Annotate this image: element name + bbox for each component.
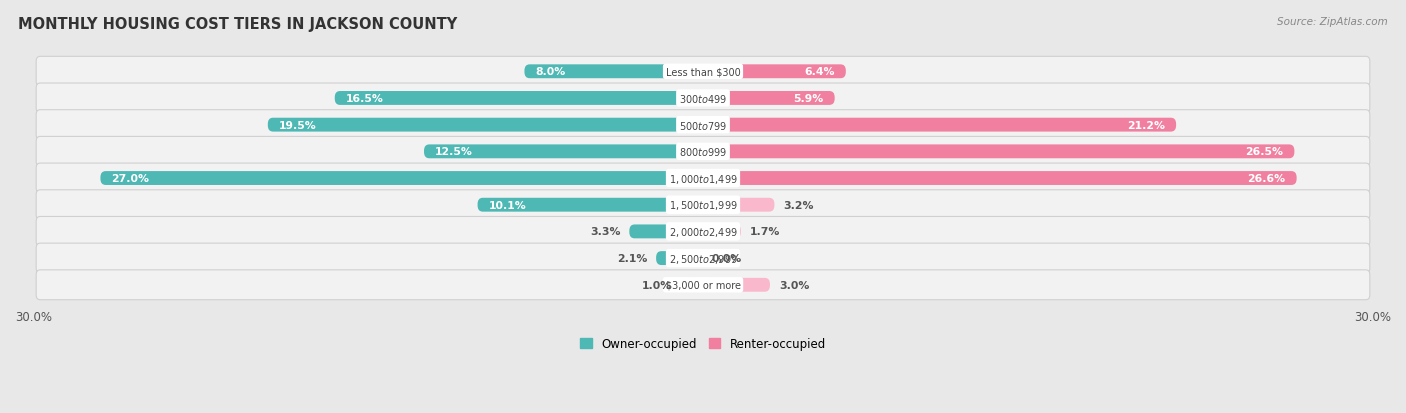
Text: 26.5%: 26.5% — [1246, 147, 1284, 157]
Bar — [703, 119, 709, 132]
Text: $500 to $799: $500 to $799 — [679, 119, 727, 131]
FancyBboxPatch shape — [267, 119, 703, 132]
FancyBboxPatch shape — [335, 92, 703, 106]
Text: 3.2%: 3.2% — [783, 200, 814, 210]
Bar — [703, 65, 709, 79]
Bar — [697, 172, 703, 185]
Text: 27.0%: 27.0% — [111, 173, 149, 184]
Text: 10.1%: 10.1% — [489, 200, 526, 210]
Bar — [697, 252, 703, 266]
Text: 8.0%: 8.0% — [536, 67, 565, 77]
FancyBboxPatch shape — [37, 84, 1369, 114]
Text: 2.1%: 2.1% — [617, 254, 647, 263]
Text: $3,000 or more: $3,000 or more — [665, 280, 741, 290]
FancyBboxPatch shape — [478, 198, 703, 212]
FancyBboxPatch shape — [37, 244, 1369, 273]
FancyBboxPatch shape — [37, 110, 1369, 140]
Text: MONTHLY HOUSING COST TIERS IN JACKSON COUNTY: MONTHLY HOUSING COST TIERS IN JACKSON CO… — [18, 17, 457, 31]
Text: $800 to $999: $800 to $999 — [679, 146, 727, 158]
FancyBboxPatch shape — [703, 145, 1295, 159]
FancyBboxPatch shape — [657, 252, 703, 266]
Text: 12.5%: 12.5% — [436, 147, 472, 157]
Text: $300 to $499: $300 to $499 — [679, 93, 727, 105]
Bar — [697, 65, 703, 79]
Bar — [697, 92, 703, 106]
Text: 3.0%: 3.0% — [779, 280, 810, 290]
Text: 0.0%: 0.0% — [711, 254, 742, 263]
FancyBboxPatch shape — [703, 92, 835, 106]
Bar — [703, 278, 709, 292]
FancyBboxPatch shape — [681, 278, 703, 292]
Text: Less than $300: Less than $300 — [665, 67, 741, 77]
FancyBboxPatch shape — [630, 225, 703, 239]
Bar — [703, 92, 709, 106]
FancyBboxPatch shape — [703, 225, 741, 239]
FancyBboxPatch shape — [703, 119, 1175, 132]
Bar — [697, 198, 703, 212]
Text: 1.0%: 1.0% — [641, 280, 672, 290]
FancyBboxPatch shape — [37, 164, 1369, 194]
Bar — [697, 278, 703, 292]
FancyBboxPatch shape — [425, 145, 703, 159]
Bar — [703, 225, 709, 239]
Text: 5.9%: 5.9% — [793, 94, 824, 104]
Bar — [697, 225, 703, 239]
FancyBboxPatch shape — [37, 57, 1369, 87]
FancyBboxPatch shape — [37, 137, 1369, 167]
Text: 3.3%: 3.3% — [591, 227, 620, 237]
FancyBboxPatch shape — [703, 278, 770, 292]
Text: $1,000 to $1,499: $1,000 to $1,499 — [669, 172, 737, 185]
Bar — [697, 119, 703, 132]
Text: 1.7%: 1.7% — [749, 227, 780, 237]
Text: 21.2%: 21.2% — [1128, 120, 1166, 131]
Text: 6.4%: 6.4% — [804, 67, 835, 77]
Text: $2,000 to $2,499: $2,000 to $2,499 — [669, 225, 737, 238]
FancyBboxPatch shape — [703, 172, 1296, 185]
Bar — [703, 145, 709, 159]
FancyBboxPatch shape — [100, 172, 703, 185]
Bar — [697, 145, 703, 159]
FancyBboxPatch shape — [703, 65, 846, 79]
Text: $1,500 to $1,999: $1,500 to $1,999 — [669, 199, 737, 212]
FancyBboxPatch shape — [37, 217, 1369, 247]
FancyBboxPatch shape — [703, 198, 775, 212]
FancyBboxPatch shape — [37, 270, 1369, 300]
Text: $2,500 to $2,999: $2,500 to $2,999 — [669, 252, 737, 265]
Text: 19.5%: 19.5% — [278, 120, 316, 131]
Bar — [703, 198, 709, 212]
FancyBboxPatch shape — [37, 190, 1369, 220]
Legend: Owner-occupied, Renter-occupied: Owner-occupied, Renter-occupied — [575, 332, 831, 355]
FancyBboxPatch shape — [524, 65, 703, 79]
Text: Source: ZipAtlas.com: Source: ZipAtlas.com — [1277, 17, 1388, 26]
Bar — [703, 172, 709, 185]
Text: 16.5%: 16.5% — [346, 94, 384, 104]
Text: 26.6%: 26.6% — [1247, 173, 1285, 184]
